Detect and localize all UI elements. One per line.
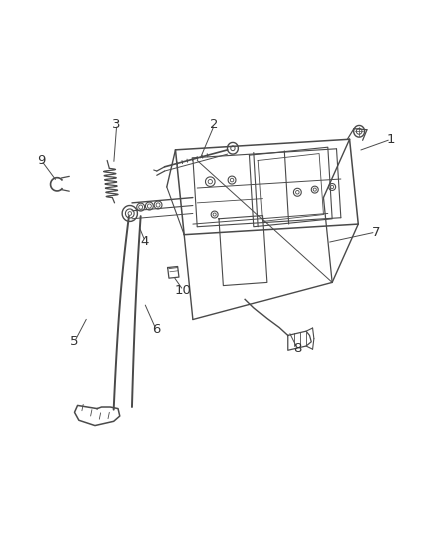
Text: 4: 4 [141,235,149,247]
Text: 3: 3 [113,118,121,131]
Text: 9: 9 [37,154,46,167]
Text: 5: 5 [70,335,79,348]
Text: 8: 8 [293,342,301,355]
Text: 2: 2 [210,118,219,131]
Text: 1: 1 [387,133,395,146]
Text: 6: 6 [152,322,160,336]
Text: 10: 10 [175,284,192,297]
Text: 7: 7 [371,225,380,239]
